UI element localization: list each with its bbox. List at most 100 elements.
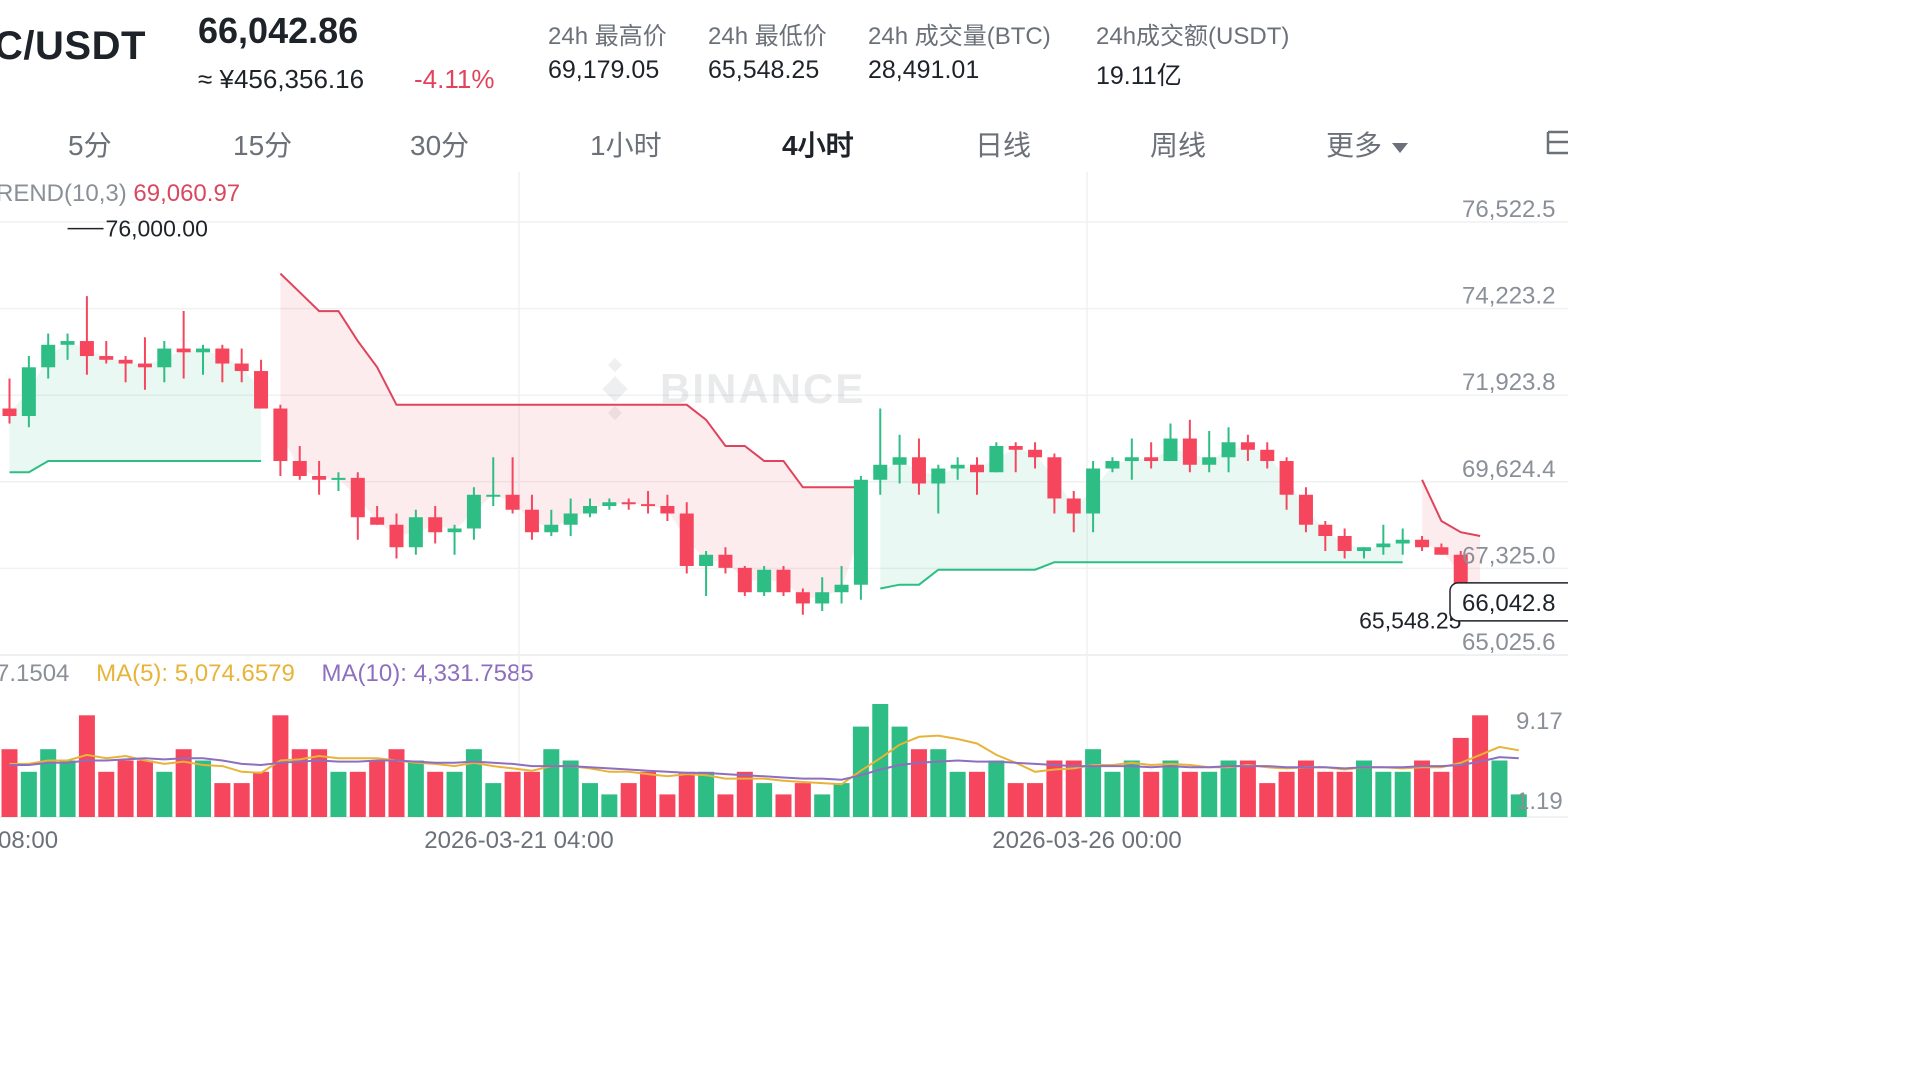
- volume-bar: [930, 749, 947, 817]
- tab-15m[interactable]: 15分: [233, 130, 293, 161]
- candle-body: [776, 569, 791, 593]
- candle: [1279, 457, 1294, 510]
- volume-bar: [775, 794, 792, 817]
- candle-body: [1202, 457, 1217, 465]
- candle: [699, 550, 714, 596]
- candle-body: [1008, 446, 1023, 450]
- candle: [1376, 524, 1391, 555]
- candle: [1202, 431, 1217, 473]
- volume-bar: [1414, 760, 1431, 817]
- stat-turnover-value: 19.11亿: [1096, 62, 1182, 90]
- candle-body: [1182, 438, 1197, 465]
- trading-pair-title[interactable]: C/USDT: [0, 24, 146, 68]
- candle-body: [1337, 535, 1352, 551]
- candle: [196, 344, 210, 375]
- candle: [776, 565, 791, 596]
- candle-body: [234, 363, 249, 372]
- time-axis-label: 2026-03-26 00:00: [992, 827, 1182, 854]
- candle: [1182, 419, 1197, 473]
- candle-body: [1357, 547, 1371, 551]
- candle-body: [524, 509, 539, 533]
- candle: [602, 498, 617, 510]
- candle-body: [60, 341, 75, 345]
- candle: [234, 348, 249, 383]
- candle-body: [99, 356, 114, 360]
- price-tick-label: 71,923.8: [1462, 369, 1555, 396]
- candle: [370, 506, 385, 525]
- candle: [41, 333, 56, 379]
- candlestick-chart[interactable]: BINANCE 76,522.5 74,223.2 71,923.8 69,624.4…: [0, 0, 1568, 884]
- candle-body: [1086, 468, 1101, 514]
- price-tick-label: 65,025.6: [1462, 629, 1555, 656]
- candle: [176, 311, 191, 379]
- candle-body: [1144, 457, 1159, 462]
- candle: [679, 502, 694, 574]
- candle: [273, 404, 288, 477]
- candle-body: [408, 517, 423, 548]
- volume-bar: [1375, 771, 1392, 817]
- ma10-label: MA(10): 4,331.7585: [321, 660, 534, 687]
- volume-bar: [1433, 771, 1450, 817]
- candle-body: [1415, 539, 1430, 548]
- candle: [892, 434, 907, 484]
- candle: [254, 359, 269, 409]
- volume-bar: [717, 794, 734, 817]
- tab-1h[interactable]: 1小时: [590, 130, 662, 161]
- candle-body: [118, 359, 133, 364]
- volume-bar: [562, 760, 579, 817]
- volume-bar: [117, 760, 134, 817]
- candle: [1357, 547, 1371, 559]
- candle-body: [1124, 457, 1139, 462]
- tab-30m[interactable]: 30分: [410, 130, 470, 161]
- volume-value: 7.1504: [0, 660, 70, 687]
- supertrend-down-line: [1421, 479, 1481, 537]
- volume-bar: [465, 749, 482, 817]
- candle-body: [1260, 449, 1275, 462]
- last-price: 66,042.86: [198, 10, 359, 51]
- high-annotation: 76,000.00: [106, 216, 208, 242]
- volume-bar: [1220, 760, 1237, 817]
- volume-bar: [20, 771, 37, 817]
- candle: [641, 491, 656, 514]
- candle-body: [292, 461, 307, 477]
- candle-body: [834, 584, 849, 593]
- stat-volume-label: 24h 成交量(BTC): [868, 23, 1051, 50]
- volume-bar: [349, 771, 366, 817]
- volume-bar: [1510, 794, 1527, 817]
- volume-bar: [523, 771, 540, 817]
- volume-bar: [988, 760, 1005, 817]
- stat-low-label: 24h 最低价: [708, 23, 827, 50]
- candle: [99, 341, 114, 364]
- change-percent: -4.11%: [414, 64, 495, 94]
- volume-bar: [98, 771, 115, 817]
- candle: [1298, 487, 1313, 533]
- stat-low-value: 65,548.25: [708, 56, 820, 84]
- candle: [834, 565, 849, 604]
- volume-bar: [407, 760, 424, 817]
- candle: [389, 513, 404, 559]
- volume-bar: [59, 760, 76, 817]
- candle-body: [660, 506, 675, 514]
- price-tick-label: 76,522.5: [1462, 196, 1555, 223]
- volume-legend: 7.1504 MA(5): 5,074.6579 MA(10): 4,331.7…: [0, 660, 534, 688]
- candle-body: [215, 348, 230, 364]
- volume-bar: [1317, 771, 1334, 817]
- tab-more[interactable]: 更多: [1326, 124, 1409, 164]
- candle: [486, 457, 501, 507]
- settings-icon[interactable]: [1546, 126, 1568, 156]
- volume-bar: [949, 771, 966, 817]
- supertrend-legend: REND(10,3) 69,060.97: [0, 180, 240, 208]
- candle-body: [1298, 494, 1313, 525]
- candle-body: [815, 592, 830, 604]
- candle-body: [757, 569, 772, 593]
- volume-bar: [659, 794, 676, 817]
- logo-corner: [607, 357, 623, 373]
- tab-1d[interactable]: 日线: [975, 130, 1032, 161]
- candle: [21, 356, 36, 428]
- candle: [524, 494, 539, 540]
- candle-body: [737, 567, 752, 593]
- tab-1w[interactable]: 周线: [1150, 130, 1207, 161]
- tab-5m[interactable]: 5分: [68, 130, 112, 161]
- tab-4h[interactable]: 4小时: [782, 130, 854, 161]
- supertrend-up-line: [880, 561, 1403, 590]
